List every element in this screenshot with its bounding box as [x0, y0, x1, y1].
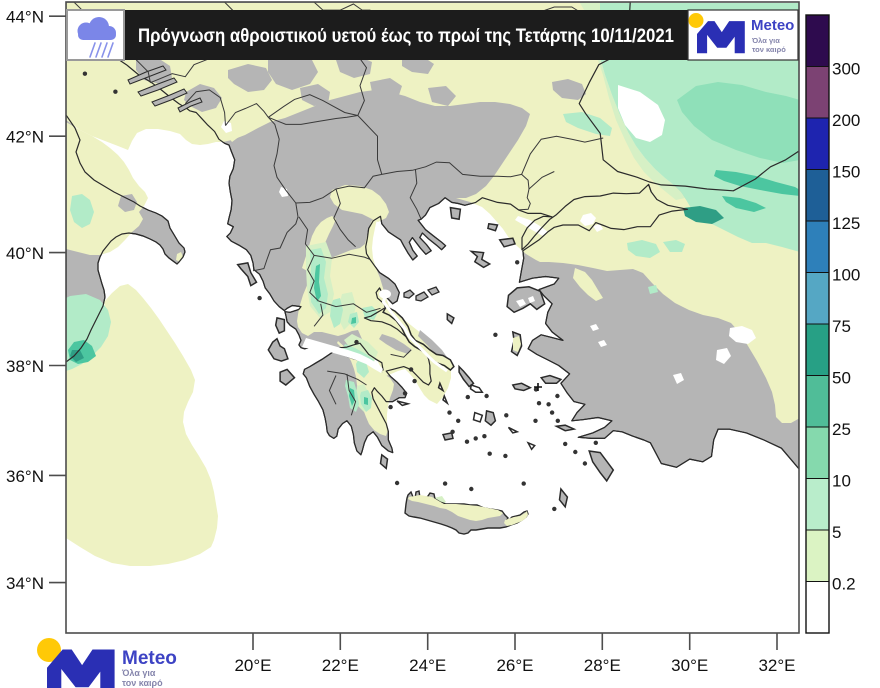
svg-text:30°E: 30°E	[671, 656, 708, 675]
svg-text:44°N: 44°N	[6, 8, 44, 27]
svg-text:36°N: 36°N	[6, 467, 44, 486]
svg-text:300: 300	[832, 60, 860, 79]
svg-text:5: 5	[832, 523, 841, 542]
svg-text:22°E: 22°E	[322, 656, 359, 675]
svg-text:Meteo: Meteo	[122, 648, 177, 669]
svg-text:10: 10	[832, 472, 851, 491]
svg-text:τον καιρό: τον καιρό	[752, 45, 786, 54]
svg-text:0.2: 0.2	[832, 575, 856, 594]
svg-text:125: 125	[832, 214, 860, 233]
svg-text:42°N: 42°N	[6, 128, 44, 147]
svg-text:24°E: 24°E	[409, 656, 446, 675]
svg-text:75: 75	[832, 317, 851, 336]
svg-text:Πρόγνωση αθροιστικού υετού έως: Πρόγνωση αθροιστικού υετού έως το πρωί τ…	[138, 25, 674, 47]
svg-text:Όλα για: Όλα για	[751, 36, 780, 45]
svg-text:25: 25	[832, 420, 851, 439]
svg-text:38°N: 38°N	[6, 357, 44, 376]
svg-text:100: 100	[832, 266, 860, 285]
svg-text:200: 200	[832, 111, 860, 130]
svg-text:150: 150	[832, 163, 860, 182]
svg-text:26°E: 26°E	[496, 656, 533, 675]
svg-text:28°E: 28°E	[584, 656, 621, 675]
svg-text:τον καιρό: τον καιρό	[122, 678, 163, 688]
svg-text:Meteo: Meteo	[751, 17, 794, 34]
svg-text:20°E: 20°E	[234, 656, 271, 675]
svg-text:Όλα για: Όλα για	[121, 668, 156, 678]
svg-text:40°N: 40°N	[6, 244, 44, 263]
svg-text:50: 50	[832, 369, 851, 388]
svg-text:32°E: 32°E	[758, 656, 795, 675]
svg-text:34°N: 34°N	[6, 574, 44, 593]
